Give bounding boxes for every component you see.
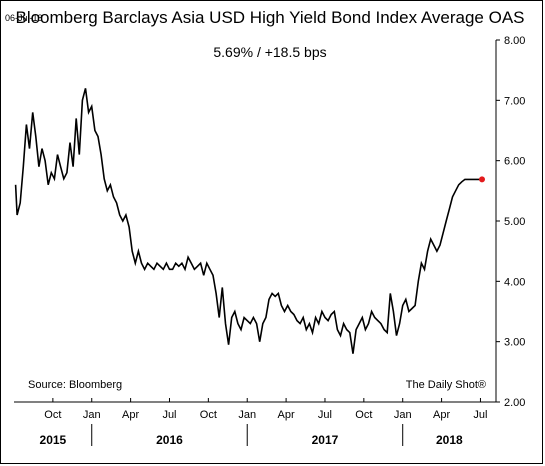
year-label: 2015: [40, 433, 67, 447]
y-tick-label: 8.00: [504, 35, 525, 47]
x-tick-label: Oct: [44, 409, 61, 421]
y-axis: 8.00 7.00 6.00 5.00 4.00 3.00 2.00: [496, 35, 525, 409]
year-axis: 2015 2016 2017 2018: [40, 424, 463, 447]
credit-note: The Daily Shot®: [406, 379, 486, 391]
y-tick-label: 7.00: [504, 95, 525, 107]
y-tick-label: 5.00: [504, 216, 525, 228]
date-label: 06-Jul-18: [5, 13, 43, 23]
y-tick-label: 4.00: [504, 276, 525, 288]
year-label: 2017: [312, 433, 339, 447]
chart-subtitle: 5.69% / +18.5 bps: [213, 44, 326, 60]
series-line-oas: [14, 88, 482, 354]
x-tick-label: Jan: [83, 409, 101, 421]
year-label: 2018: [436, 433, 463, 447]
year-label: 2016: [156, 433, 183, 447]
x-tick-label: Oct: [355, 409, 372, 421]
x-axis: Oct Jan Apr Jul Oct Jan Apr Jul Oct Jan Apr Jul: [44, 398, 487, 421]
x-tick-label: Jul: [318, 409, 332, 421]
x-tick-label: Apr: [433, 409, 450, 421]
x-tick-label: Apr: [278, 409, 295, 421]
x-tick-label: Oct: [200, 409, 217, 421]
last-point-marker: [479, 176, 486, 183]
x-tick-label: Apr: [122, 409, 139, 421]
x-tick-label: Jan: [238, 409, 256, 421]
x-tick-label: Jan: [394, 409, 412, 421]
source-note: Source: Bloomberg: [28, 379, 122, 391]
x-tick-label: Jul: [473, 409, 487, 421]
y-tick-label: 3.00: [504, 337, 525, 349]
y-tick-label: 2.00: [504, 397, 525, 409]
y-tick-label: 6.00: [504, 156, 525, 168]
chart-title: Bloomberg Barclays Asia USD High Yield B…: [15, 8, 524, 27]
x-tick-label: Jul: [162, 409, 176, 421]
